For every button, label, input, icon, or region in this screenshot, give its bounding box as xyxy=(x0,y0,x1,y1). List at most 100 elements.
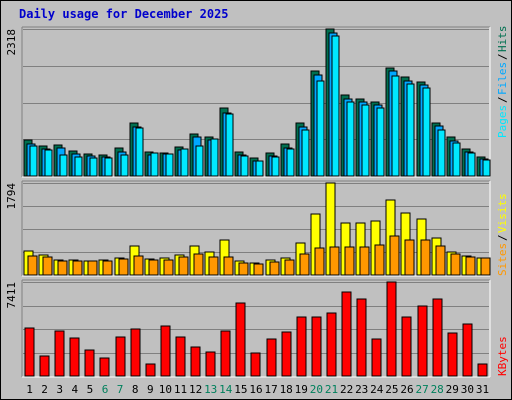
bar-pages-day-21 xyxy=(331,35,340,177)
x-tick-label-day-24: 24 xyxy=(370,383,384,396)
legend-kbytes: KBytes xyxy=(496,336,509,376)
legend-separator: / xyxy=(496,96,509,103)
bar-sites-day-16 xyxy=(253,263,264,276)
bar-kbytes-day-1 xyxy=(24,327,35,377)
x-tick-label-day-28: 28 xyxy=(431,383,444,396)
legend-separator: / xyxy=(496,234,509,241)
bar-kbytes-day-14 xyxy=(220,330,231,377)
bar-kbytes-day-2 xyxy=(39,355,50,377)
bar-sites-day-12 xyxy=(193,253,204,276)
bar-sites-day-17 xyxy=(269,261,280,276)
x-tick-label-day-13: 13 xyxy=(204,383,217,396)
bar-pages-day-20 xyxy=(316,80,325,177)
bar-pages-day-19 xyxy=(301,129,310,177)
bar-sites-day-7 xyxy=(118,258,129,276)
x-tick-label-day-20: 20 xyxy=(310,383,323,396)
bar-pages-day-8 xyxy=(135,127,144,177)
bar-pages-day-26 xyxy=(406,83,415,177)
x-tick-label-day-30: 30 xyxy=(461,383,474,396)
bar-kbytes-day-4 xyxy=(69,337,80,377)
x-tick-label-day-10: 10 xyxy=(159,383,172,396)
y-axis-max-label: 1794 xyxy=(5,183,18,210)
bar-sites-day-11 xyxy=(178,256,189,276)
x-tick-label-day-7: 7 xyxy=(117,383,124,396)
x-tick-label-day-29: 29 xyxy=(446,383,459,396)
bar-pages-day-4 xyxy=(74,156,83,177)
bar-kbytes-day-29 xyxy=(447,332,458,377)
x-tick-label-day-14: 14 xyxy=(219,383,233,396)
x-tick-label-day-12: 12 xyxy=(189,383,202,396)
bar-kbytes-day-10 xyxy=(160,325,171,377)
legend-pages: Pages xyxy=(496,105,509,138)
bar-kbytes-day-22 xyxy=(341,291,352,377)
bar-pages-day-31 xyxy=(482,159,491,177)
x-tick-label-day-18: 18 xyxy=(280,383,293,396)
x-tick-label-day-4: 4 xyxy=(71,383,78,396)
bar-sites-day-21 xyxy=(329,246,340,276)
bar-pages-day-23 xyxy=(361,104,370,177)
bar-sites-day-8 xyxy=(133,255,144,276)
bar-kbytes-day-7 xyxy=(115,336,126,377)
bar-pages-day-15 xyxy=(240,155,249,177)
bar-kbytes-day-5 xyxy=(84,349,95,377)
bar-sites-day-13 xyxy=(208,256,219,276)
bar-kbytes-day-30 xyxy=(462,323,473,377)
y-axis-max-label: 2318 xyxy=(5,29,18,56)
bar-pages-day-11 xyxy=(180,148,189,177)
bar-pages-day-1 xyxy=(29,145,38,177)
bar-sites-day-28 xyxy=(435,245,446,276)
bar-kbytes-day-6 xyxy=(99,357,110,377)
bar-sites-day-26 xyxy=(404,239,415,276)
x-tick-label-day-9: 9 xyxy=(147,383,154,396)
bar-pages-day-18 xyxy=(286,148,295,177)
bar-sites-day-1 xyxy=(27,255,38,276)
legend-visits: Visits xyxy=(496,193,509,233)
bar-kbytes-day-19 xyxy=(296,316,307,377)
x-tick-label-day-31: 31 xyxy=(476,383,489,396)
bar-pages-day-6 xyxy=(104,157,113,177)
bar-kbytes-day-25 xyxy=(386,281,397,377)
bar-pages-day-10 xyxy=(165,153,174,177)
bar-pages-day-24 xyxy=(376,107,385,177)
x-tick-label-day-21: 21 xyxy=(325,383,338,396)
bar-pages-day-7 xyxy=(120,154,129,177)
legend-separator: / xyxy=(496,53,509,60)
x-tick-label-day-2: 2 xyxy=(41,383,48,396)
bar-kbytes-day-24 xyxy=(371,338,382,377)
bar-kbytes-day-20 xyxy=(311,316,322,377)
chart-title: Daily usage for December 2025 xyxy=(19,7,229,21)
bar-pages-day-16 xyxy=(255,160,264,177)
bar-pages-day-2 xyxy=(44,149,53,177)
bar-sites-day-6 xyxy=(102,260,113,276)
x-tick-label-day-11: 11 xyxy=(174,383,187,396)
bar-sites-day-5 xyxy=(87,260,98,276)
bar-sites-day-19 xyxy=(299,253,310,276)
bar-pages-day-9 xyxy=(150,152,159,177)
bar-pages-day-25 xyxy=(391,75,400,177)
x-tick-label-day-17: 17 xyxy=(264,383,277,396)
bar-sites-day-4 xyxy=(72,260,83,276)
x-tick-label-day-25: 25 xyxy=(385,383,398,396)
bar-sites-day-24 xyxy=(374,244,385,276)
x-tick-label-day-5: 5 xyxy=(87,383,94,396)
bar-kbytes-day-27 xyxy=(417,305,428,377)
bar-kbytes-day-12 xyxy=(190,346,201,377)
x-tick-label-day-15: 15 xyxy=(234,383,247,396)
bar-sites-day-14 xyxy=(223,256,234,276)
x-tick-label-day-19: 19 xyxy=(295,383,308,396)
bar-kbytes-day-17 xyxy=(266,338,277,377)
bar-sites-day-20 xyxy=(314,247,325,276)
bar-pages-day-28 xyxy=(437,129,446,177)
bar-pages-day-17 xyxy=(271,156,280,177)
bar-pages-day-22 xyxy=(346,101,355,177)
bar-pages-day-3 xyxy=(59,154,68,177)
bar-kbytes-day-23 xyxy=(356,298,367,377)
bar-sites-day-29 xyxy=(450,253,461,276)
bar-kbytes-day-26 xyxy=(401,316,412,377)
x-tick-label-day-26: 26 xyxy=(400,383,413,396)
bar-kbytes-day-9 xyxy=(145,363,156,377)
bar-pages-day-29 xyxy=(452,142,461,177)
bar-sites-day-27 xyxy=(420,239,431,276)
bar-pages-day-5 xyxy=(89,157,98,177)
